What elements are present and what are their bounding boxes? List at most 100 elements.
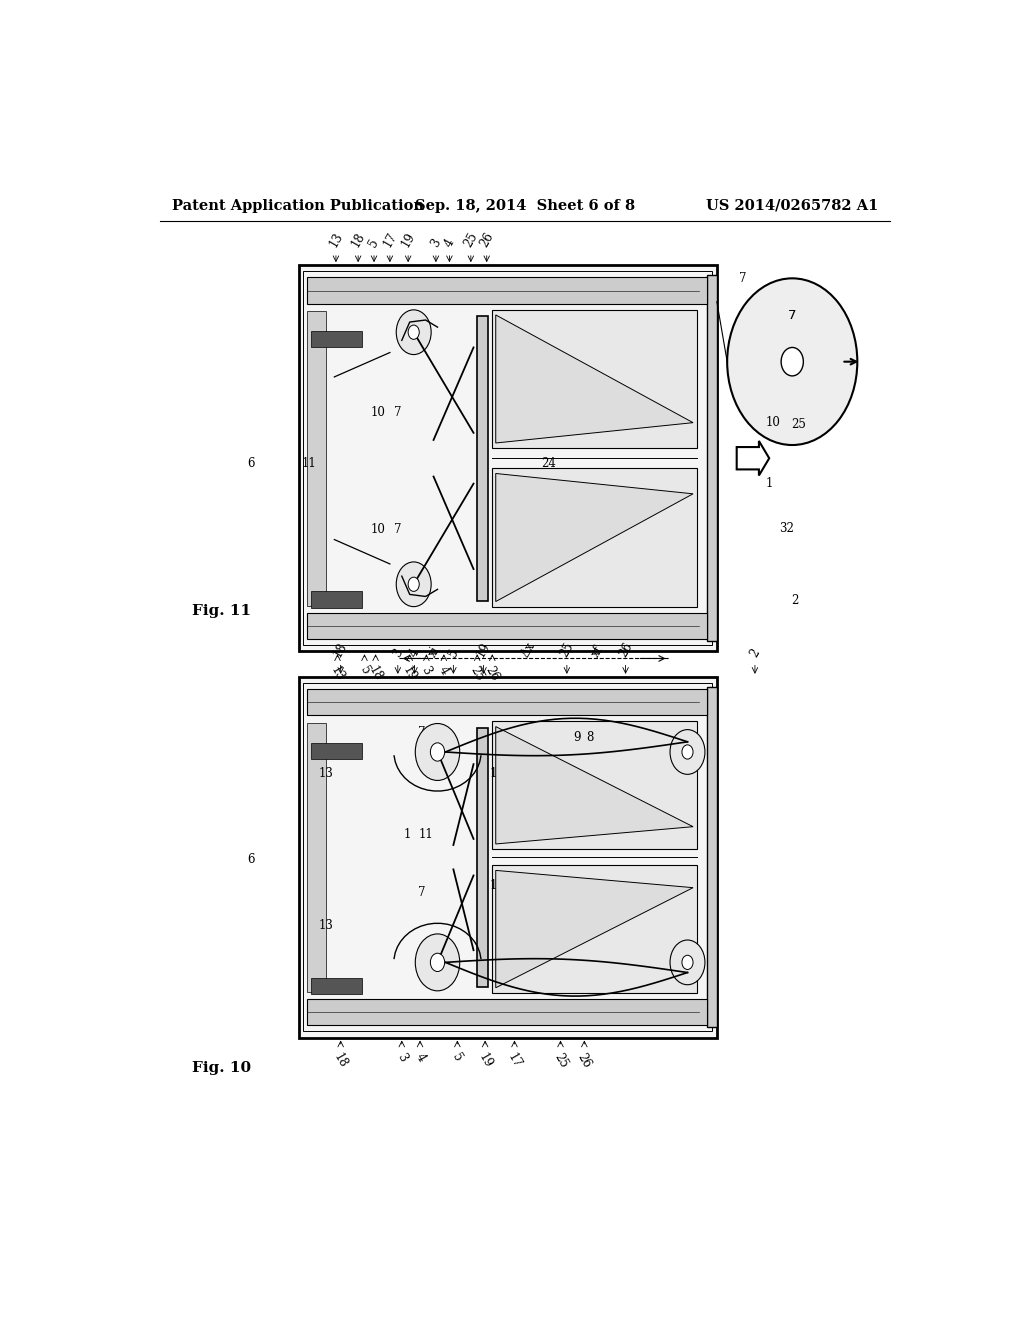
Bar: [303, 271, 712, 645]
Bar: [310, 331, 362, 347]
Circle shape: [409, 325, 419, 339]
Text: 4: 4: [442, 236, 457, 249]
Text: 19: 19: [474, 640, 493, 660]
Text: 13: 13: [318, 767, 334, 780]
Text: 7: 7: [394, 407, 401, 418]
Text: 26: 26: [616, 640, 635, 660]
Text: 7: 7: [394, 523, 401, 536]
Circle shape: [396, 310, 431, 355]
Text: 9: 9: [566, 401, 573, 414]
Text: 19: 19: [476, 1051, 495, 1071]
Text: 4: 4: [436, 664, 452, 677]
Text: 26: 26: [574, 1051, 594, 1071]
Text: 17: 17: [505, 1051, 524, 1071]
Text: 10: 10: [489, 879, 505, 891]
Text: 11: 11: [418, 828, 433, 841]
Text: 32: 32: [778, 521, 794, 535]
Bar: [306, 722, 327, 991]
Bar: [306, 689, 708, 715]
Text: 7: 7: [418, 886, 425, 899]
Text: 26: 26: [477, 231, 496, 249]
Text: 5: 5: [367, 236, 382, 249]
Text: 3: 3: [394, 1051, 410, 1064]
Text: 11: 11: [301, 457, 316, 470]
Text: 5: 5: [357, 664, 372, 677]
Text: 10: 10: [489, 767, 505, 780]
Text: 1: 1: [765, 477, 773, 490]
Text: 4: 4: [407, 647, 422, 660]
Circle shape: [396, 562, 431, 607]
Bar: [708, 276, 717, 642]
Text: xi: xi: [426, 644, 442, 660]
Circle shape: [682, 956, 693, 969]
Text: US 2014/0265782 A1: US 2014/0265782 A1: [706, 199, 878, 213]
Bar: [306, 999, 708, 1026]
Bar: [477, 727, 487, 987]
Text: 13: 13: [328, 664, 347, 682]
Text: 6: 6: [247, 457, 255, 470]
Bar: [310, 978, 362, 994]
Text: 18: 18: [367, 664, 385, 682]
Text: 5: 5: [450, 1051, 465, 1064]
Polygon shape: [496, 870, 693, 987]
Text: 3: 3: [428, 236, 443, 249]
Text: 26: 26: [483, 664, 502, 682]
Bar: [310, 591, 362, 607]
Circle shape: [670, 940, 705, 985]
Bar: [306, 312, 327, 606]
Circle shape: [682, 744, 693, 759]
Text: 17: 17: [381, 231, 399, 249]
Polygon shape: [496, 726, 693, 843]
FancyArrow shape: [736, 441, 769, 475]
Text: 3: 3: [419, 664, 434, 677]
Circle shape: [670, 730, 705, 775]
Text: 8: 8: [586, 731, 594, 744]
Circle shape: [430, 953, 444, 972]
Text: 25: 25: [792, 418, 806, 432]
Text: 6: 6: [247, 853, 255, 866]
Text: 7: 7: [739, 272, 746, 285]
Text: xf: xf: [590, 644, 606, 660]
Text: Sep. 18, 2014  Sheet 6 of 8: Sep. 18, 2014 Sheet 6 of 8: [415, 199, 635, 213]
Text: 19: 19: [398, 231, 418, 249]
Circle shape: [416, 723, 460, 780]
Polygon shape: [496, 474, 693, 602]
Text: 5: 5: [445, 647, 461, 660]
Text: Fig. 10: Fig. 10: [193, 1061, 251, 1074]
Bar: [299, 265, 717, 651]
Bar: [310, 743, 362, 759]
Bar: [306, 612, 708, 639]
Text: 2: 2: [792, 594, 799, 607]
Text: 25: 25: [462, 231, 480, 249]
Text: 19: 19: [400, 664, 419, 682]
Text: 18: 18: [332, 1051, 350, 1071]
Circle shape: [727, 279, 857, 445]
Text: 18: 18: [349, 231, 368, 249]
Bar: [492, 722, 697, 849]
Text: 10: 10: [371, 407, 385, 418]
Text: 7: 7: [418, 726, 425, 739]
Text: 4: 4: [413, 1051, 428, 1064]
Bar: [303, 682, 712, 1031]
Circle shape: [430, 743, 444, 762]
Circle shape: [409, 577, 419, 591]
Bar: [306, 277, 708, 304]
Bar: [477, 315, 487, 601]
Bar: [492, 310, 697, 447]
Text: 13: 13: [318, 919, 334, 932]
Text: 9: 9: [573, 894, 581, 907]
Text: 25: 25: [557, 640, 577, 660]
Text: 18: 18: [332, 640, 350, 660]
Bar: [492, 866, 697, 993]
Text: 8: 8: [586, 894, 594, 907]
Circle shape: [416, 935, 460, 991]
Text: 8: 8: [581, 401, 588, 414]
Text: Fig. 11: Fig. 11: [193, 603, 251, 618]
Polygon shape: [496, 315, 693, 444]
Text: 9: 9: [566, 520, 573, 533]
Bar: [299, 677, 717, 1038]
Text: 25: 25: [468, 664, 486, 682]
Text: 8: 8: [581, 520, 588, 533]
Text: 24: 24: [555, 792, 570, 805]
Text: Δx: Δx: [519, 640, 539, 660]
